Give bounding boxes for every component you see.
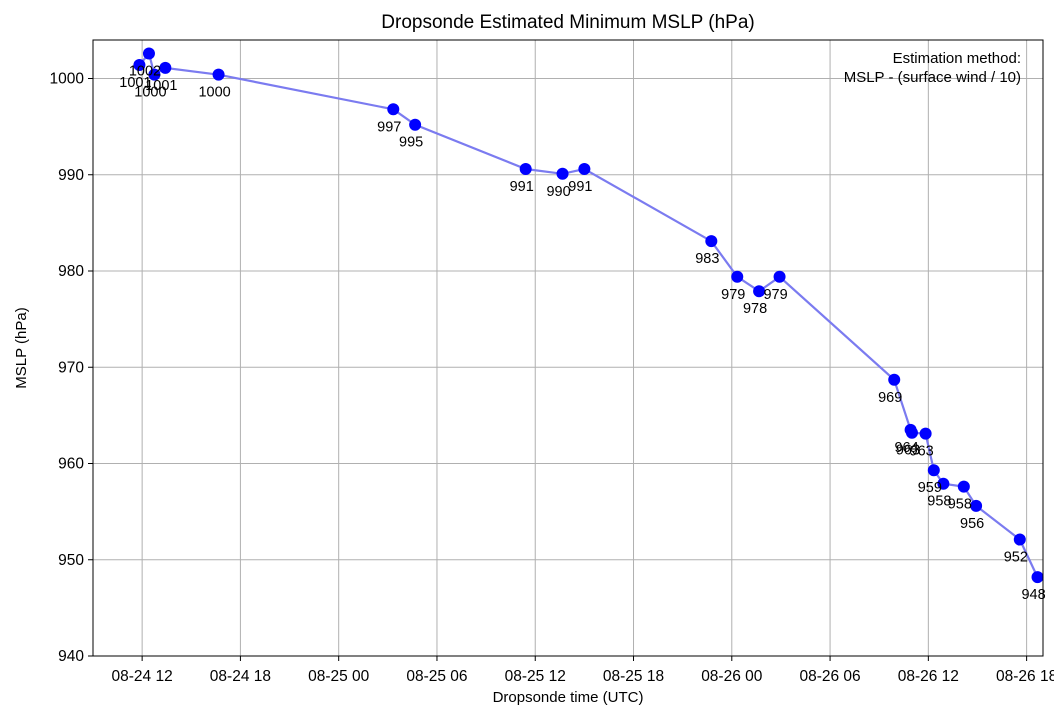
annotation-line-1: Estimation method:	[893, 50, 1021, 67]
data-point-label: 948	[1021, 587, 1045, 603]
plot-area	[93, 40, 1043, 656]
data-point-marker	[731, 270, 744, 283]
x-tick-label: 08-25 18	[603, 668, 664, 685]
data-point-label: 1001	[145, 78, 177, 94]
data-point-label: 956	[960, 516, 984, 532]
data-point-marker	[409, 118, 422, 131]
plot-frame	[92, 39, 1044, 657]
x-axis-label: Dropsonde time (UTC)	[493, 689, 644, 706]
data-point-label: 978	[743, 301, 767, 317]
data-point-marker	[142, 47, 155, 60]
data-point-label: 959	[918, 480, 942, 496]
data-point-label: 958	[948, 497, 972, 513]
data-point-label: 1000	[198, 85, 230, 101]
estimation-method-note: Estimation method: MSLP - (surface wind …	[844, 50, 1021, 86]
y-tick-label: 980	[58, 263, 84, 280]
data-point-marker	[705, 235, 718, 248]
data-point-label: 969	[878, 390, 902, 406]
data-point-label: 963	[896, 443, 920, 459]
data-point-marker	[1031, 571, 1044, 584]
y-tick-label: 950	[58, 552, 84, 569]
chart-title: Dropsonde Estimated Minimum MSLP (hPa)	[381, 12, 754, 33]
data-point-label: 979	[763, 287, 787, 303]
data-point-label: 958	[927, 494, 951, 510]
x-tick-label: 08-26 12	[898, 668, 959, 685]
y-tick-label: 970	[58, 359, 84, 376]
data-point-label: 979	[721, 287, 745, 303]
y-tick-label: 940	[58, 648, 84, 665]
data-point-label: 963	[910, 444, 934, 460]
x-tick-label: 08-25 06	[406, 668, 467, 685]
data-point-label: 952	[1004, 550, 1028, 566]
y-tick-label: 1000	[50, 71, 85, 88]
x-tick-label: 08-26 06	[799, 668, 860, 685]
data-point-label: 990	[546, 184, 570, 200]
x-tick-label: 08-25 00	[308, 668, 370, 685]
data-point-marker	[159, 61, 172, 74]
data-markers	[133, 47, 1044, 584]
data-point-marker	[773, 270, 786, 283]
data-point-label: 983	[695, 251, 719, 267]
x-tick-label: 08-25 12	[505, 668, 566, 685]
x-tick-label: 08-26 00	[701, 668, 763, 685]
y-axis-ticks: 940 950 960 970 980 990 1000	[50, 71, 93, 665]
y-axis-label: MSLP (hPa)	[13, 307, 30, 388]
x-tick-label: 08-24 12	[112, 668, 173, 685]
data-point-label: 991	[568, 179, 592, 195]
data-point-marker	[519, 162, 532, 175]
data-point-marker	[133, 59, 146, 72]
data-point-label: 1000	[134, 85, 166, 101]
data-point-marker	[927, 464, 940, 477]
data-point-label: 1001	[119, 75, 151, 91]
x-tick-label: 08-24 18	[210, 668, 271, 685]
data-point-marker	[888, 373, 901, 386]
data-point-label: 964	[894, 440, 918, 456]
data-point-label: 995	[399, 135, 423, 151]
data-point-label: 1002	[129, 63, 161, 79]
data-point-marker	[970, 499, 983, 512]
data-point-marker	[387, 103, 400, 116]
data-point-marker	[753, 285, 766, 298]
data-point-marker	[937, 477, 950, 490]
data-point-marker	[578, 162, 591, 175]
y-tick-label: 990	[58, 167, 84, 184]
data-point-marker	[556, 167, 569, 180]
data-point-marker	[212, 68, 225, 81]
data-point-marker	[957, 480, 970, 493]
x-axis-ticks: 08-24 12 08-24 18 08-25 00 08-25 06 08-25 12…	[112, 656, 1054, 685]
data-point-marker	[1013, 533, 1026, 546]
data-point-marker	[148, 68, 161, 81]
data-point-marker	[905, 426, 918, 439]
data-point-label: 997	[377, 119, 401, 135]
data-point-marker	[919, 427, 932, 440]
y-tick-label: 960	[58, 456, 84, 473]
data-point-label: 991	[510, 179, 534, 195]
x-tick-label: 08-26 18	[996, 668, 1054, 685]
annotation-line-2: MSLP - (surface wind / 10)	[844, 69, 1021, 86]
